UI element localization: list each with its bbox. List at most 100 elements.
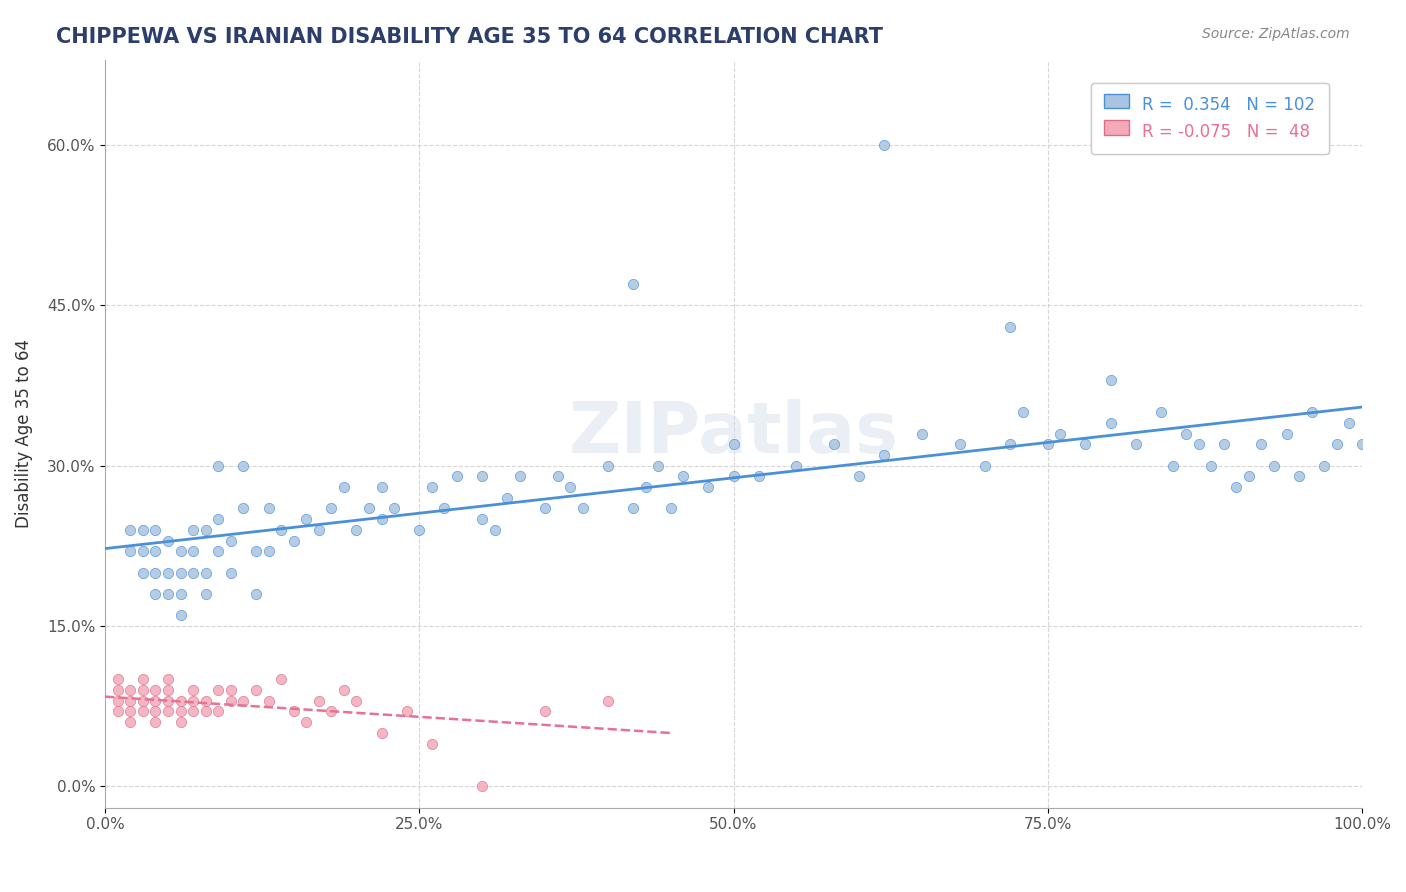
Point [998,319,1021,334]
Point [181,566,204,580]
Point [547,469,569,483]
Point [156,566,179,580]
Point [1250,437,1272,451]
Point [1099,416,1122,430]
Point [145,694,167,708]
Point [1199,458,1222,473]
Point [346,523,368,537]
Point [1313,458,1336,473]
Point [194,523,217,537]
Point [1150,405,1173,419]
Point [848,469,870,483]
Point [181,705,204,719]
Point [120,683,142,698]
Point [596,694,619,708]
Point [120,694,142,708]
Point [132,523,155,537]
Point [120,715,142,730]
Point [245,544,267,558]
Point [621,277,644,291]
Text: CHIPPEWA VS IRANIAN DISABILITY AGE 35 TO 64 CORRELATION CHART: CHIPPEWA VS IRANIAN DISABILITY AGE 35 TO… [56,27,883,46]
Point [998,437,1021,451]
Point [823,437,845,451]
Point [120,705,142,719]
Point [132,673,155,687]
Point [283,533,305,548]
Point [107,694,129,708]
Point [333,480,356,494]
Point [232,694,254,708]
Point [219,533,242,548]
Point [245,683,267,698]
Point [132,705,155,719]
Point [245,587,267,601]
Point [145,587,167,601]
Point [471,469,494,483]
Point [156,705,179,719]
Point [181,544,204,558]
Point [571,501,593,516]
Y-axis label: Disability Age 35 to 64: Disability Age 35 to 64 [15,339,32,528]
Point [408,523,430,537]
Point [596,458,619,473]
Point [697,480,720,494]
Point [207,544,229,558]
Point [723,437,745,451]
Point [181,523,204,537]
Point [194,566,217,580]
Point [194,587,217,601]
Point [1263,458,1285,473]
Point [156,533,179,548]
Point [974,458,997,473]
Point [181,694,204,708]
Point [321,501,343,516]
Point [107,705,129,719]
Point [219,566,242,580]
Point [257,501,280,516]
Point [132,566,155,580]
Point [911,426,934,441]
Point [1036,437,1059,451]
Point [169,544,191,558]
Point [370,480,392,494]
Point [534,705,557,719]
Point [1125,437,1147,451]
Point [156,673,179,687]
Point [1275,426,1298,441]
Point [145,523,167,537]
Point [395,705,418,719]
Text: ZIPatlas: ZIPatlas [568,399,898,468]
Point [346,694,368,708]
Point [1049,426,1071,441]
Point [672,469,695,483]
Point [1351,437,1374,451]
Point [156,587,179,601]
Point [420,480,443,494]
Point [370,512,392,526]
Point [207,458,229,473]
Point [257,544,280,558]
Point [1225,480,1247,494]
Point [308,523,330,537]
Point [321,705,343,719]
Point [873,448,896,462]
Point [169,587,191,601]
Point [283,705,305,719]
Point [169,694,191,708]
Point [560,480,582,494]
Point [207,683,229,698]
Point [1011,405,1033,419]
Point [496,491,519,505]
Point [145,544,167,558]
Point [471,512,494,526]
Point [1099,373,1122,387]
Point [295,512,318,526]
Point [232,501,254,516]
Point [308,694,330,708]
Point [420,737,443,751]
Point [156,694,179,708]
Legend: R =  0.354   N = 102, R = -0.075   N =  48: R = 0.354 N = 102, R = -0.075 N = 48 [1091,83,1329,154]
Point [748,469,770,483]
Point [145,715,167,730]
Point [382,501,405,516]
